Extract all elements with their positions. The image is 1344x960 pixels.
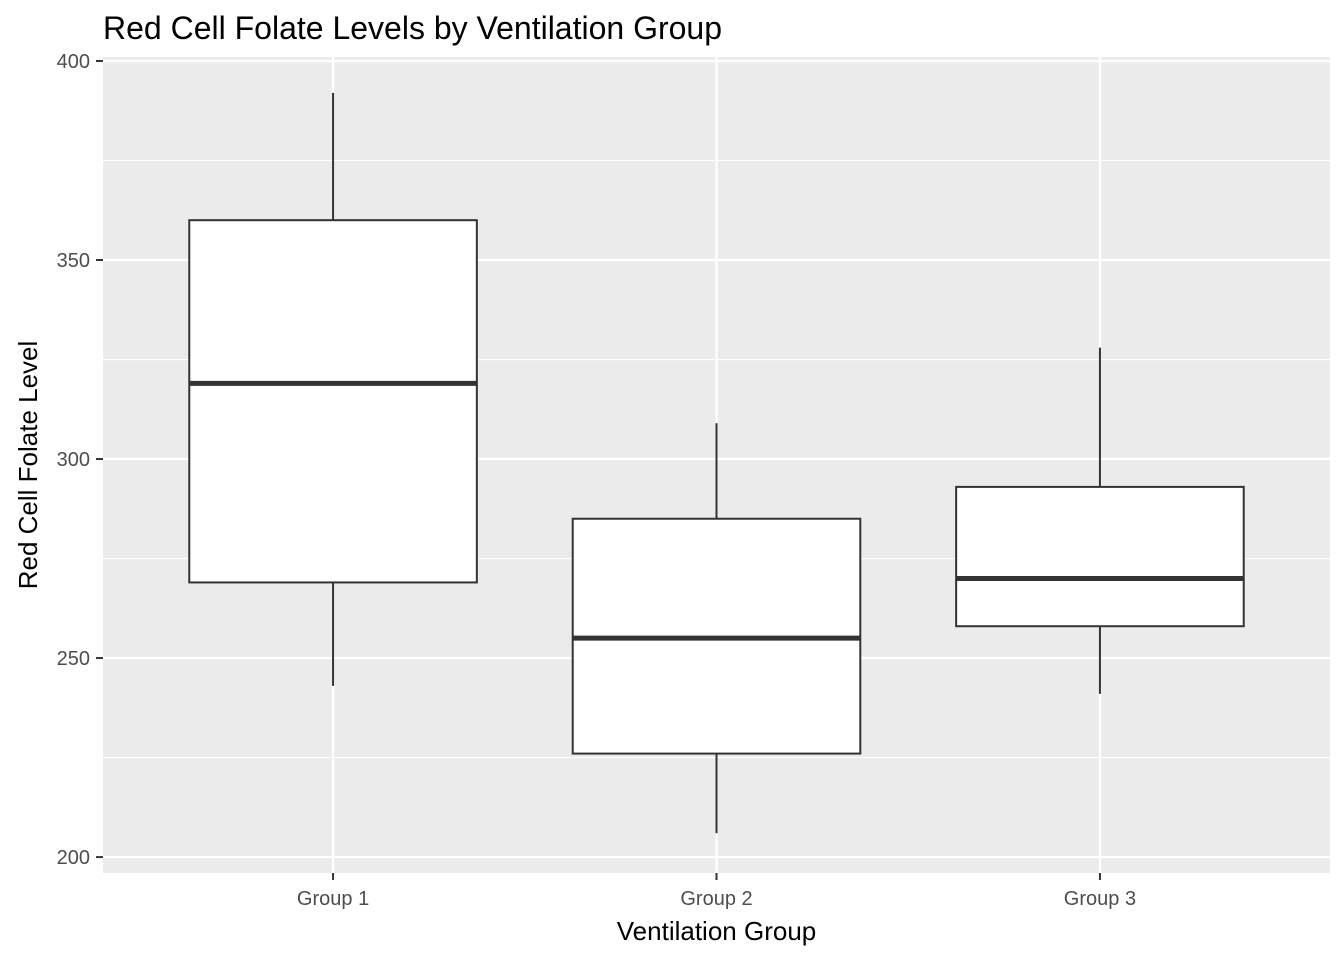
- y-tick-label: 300: [57, 449, 90, 471]
- y-axis: 200 250 300 350 400: [57, 51, 103, 869]
- chart-title: Red Cell Folate Levels by Ventilation Gr…: [103, 10, 723, 46]
- x-tick-label: Group 1: [297, 888, 369, 910]
- interquartile-box: [955, 485, 1245, 628]
- y-tick-label: 400: [57, 51, 90, 73]
- y-axis-title: Red Cell Folate Level: [13, 341, 43, 590]
- box-series: [188, 92, 1245, 834]
- box-3: [955, 347, 1245, 694]
- interquartile-box: [188, 219, 478, 584]
- x-tick-label: Group 3: [1064, 888, 1136, 910]
- box-1: [188, 92, 478, 686]
- y-tick-label: 200: [57, 847, 90, 869]
- x-tick-label: Group 2: [680, 888, 752, 910]
- y-tick-label: 250: [57, 648, 90, 670]
- y-tick-label: 350: [57, 250, 90, 272]
- x-axis-title: Ventilation Group: [617, 916, 816, 946]
- x-axis: Group 1 Group 2 Group 3: [297, 873, 1136, 910]
- box-2: [571, 423, 862, 834]
